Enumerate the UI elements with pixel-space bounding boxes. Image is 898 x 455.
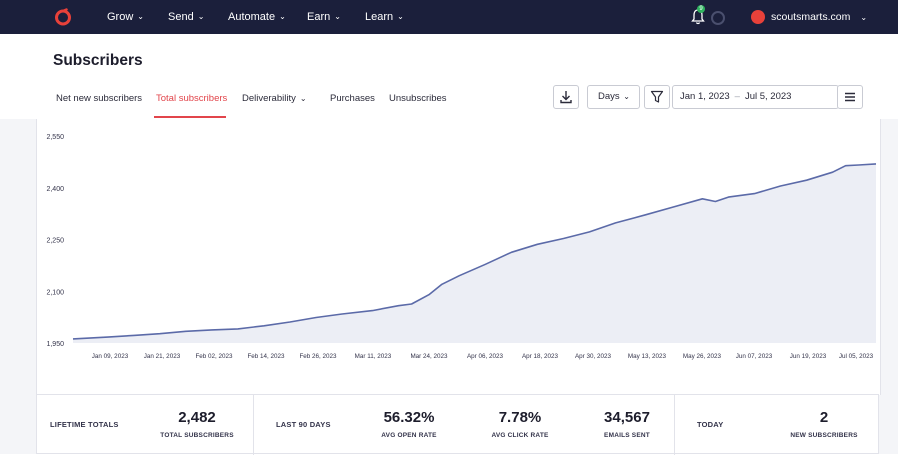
x-tick-label: Apr 30, 2023 [575, 353, 612, 360]
date-separator: – [734, 91, 740, 102]
nav-learn-label: Learn [365, 11, 394, 23]
total-subscribers-chart: 2,550 2,400 2,250 2,100 1,950 Jan 09, 2023 Jan… [46, 134, 877, 360]
download-button[interactable] [553, 85, 579, 109]
x-tick-label: Apr 06, 2023 [467, 353, 504, 360]
loading-ring-icon [711, 11, 725, 25]
avg-click-rate-value: 7.78% [498, 409, 542, 426]
x-tick-label: Feb 02, 2023 [195, 353, 233, 360]
chevron-down-icon: ⌄ [397, 12, 404, 21]
nav-automate-label: Automate [228, 11, 276, 23]
avg-open-rate-value: 56.32% [383, 409, 435, 426]
download-icon [560, 91, 572, 104]
date-start: Jan 1, 2023 [680, 91, 730, 102]
account-menu[interactable]: scoutsmarts.com ⌄ [771, 0, 867, 34]
avg-click-rate-label: AVG CLICK RATE [491, 432, 549, 439]
stats-bar: LIFETIME TOTALS 2,482 TOTAL SUBSCRIBERS … [36, 394, 879, 455]
x-tick-label: Apr 18, 2023 [522, 353, 559, 360]
date-range-picker[interactable]: Jan 1, 2023– Jul 5, 2023 [672, 85, 839, 109]
menu-button[interactable] [837, 85, 863, 109]
chevron-down-icon: ⌄ [860, 13, 868, 22]
account-name: scoutsmarts.com [771, 11, 851, 23]
x-tick-label: Feb 14, 2023 [247, 353, 285, 360]
filter-button[interactable] [644, 85, 670, 109]
last-90-days-label: LAST 90 DAYS [276, 420, 331, 429]
chevron-down-icon: ⌄ [279, 12, 286, 21]
y-tick-label: 2,400 [46, 186, 64, 193]
x-tick-label: May 26, 2023 [683, 353, 722, 360]
nav-grow[interactable]: Grow ⌄ [107, 0, 144, 34]
tab-net-new-subscribers[interactable]: Net new subscribers [56, 93, 143, 104]
x-tick-label: Jun 07, 2023 [736, 353, 773, 360]
avg-open-rate-label: AVG OPEN RATE [381, 432, 437, 439]
notification-badge: 9 [697, 5, 705, 13]
total-subscribers-label: TOTAL SUBSCRIBERS [160, 432, 234, 439]
y-tick-label: 2,550 [46, 134, 64, 141]
tab-total-subscribers[interactable]: Total subscribers [156, 93, 228, 104]
active-tab-indicator [154, 116, 226, 118]
stats-divider [674, 395, 675, 455]
series-line [72, 163, 877, 340]
nav-learn[interactable]: Learn ⌄ [365, 0, 404, 34]
nav-automate[interactable]: Automate ⌄ [228, 0, 286, 34]
chevron-down-icon: ⌄ [197, 12, 205, 21]
y-tick-label: 2,100 [46, 289, 64, 296]
nav-earn-label: Earn [307, 11, 331, 23]
new-subscribers-label: NEW SUBSCRIBERS [790, 432, 858, 439]
total-subscribers-value: 2,482 [178, 409, 216, 426]
chevron-down-icon: ⌄ [623, 92, 630, 101]
hamburger-icon [845, 92, 855, 102]
nav-earn[interactable]: Earn ⌄ [307, 0, 341, 34]
avatar[interactable] [751, 10, 765, 24]
nav-send-label: Send [168, 11, 194, 23]
x-tick-label: Jan 09, 2023 [92, 353, 129, 360]
x-tick-label: Mar 11, 2023 [355, 353, 392, 360]
today-label: TODAY [697, 420, 724, 429]
top-nav-bar: Grow ⌄ Send ⌄ Automate ⌄ Earn ⌄ Learn ⌄ 9 sco… [0, 0, 898, 34]
y-tick-label: 2,250 [46, 238, 64, 245]
series-area [73, 163, 876, 343]
chevron-down-icon: ⌄ [334, 12, 341, 21]
x-tick-label: May 13, 2023 [628, 353, 667, 360]
tab-unsubscribes[interactable]: Unsubscribes [389, 93, 447, 104]
tab-purchases[interactable]: Purchases [330, 93, 375, 104]
nav-send[interactable]: Send ⌄ [168, 0, 204, 34]
lifetime-totals-label: LIFETIME TOTALS [50, 420, 119, 429]
chevron-down-icon: ⌄ [137, 12, 144, 21]
emails-sent-value: 34,567 [604, 409, 650, 426]
app-logo-icon[interactable] [54, 8, 72, 26]
date-end: Jul 5, 2023 [744, 91, 792, 102]
emails-sent-label: EMAILS SENT [604, 432, 650, 439]
x-tick-label: Jul 05, 2023 [839, 353, 874, 360]
page-title: Subscribers [53, 52, 143, 69]
nav-grow-label: Grow [107, 11, 134, 23]
new-subscribers-value: 2 [819, 409, 829, 426]
x-tick-label: Mar 24, 2023 [410, 353, 448, 360]
tab-deliverability-label: Deliverability [242, 93, 296, 104]
tab-deliverability[interactable]: Deliverability ⌄ [242, 93, 307, 107]
interval-select[interactable]: Days ⌄ [587, 85, 640, 109]
interval-select-value: Days [598, 91, 620, 102]
x-tick-label: Feb 26, 2023 [299, 353, 337, 360]
stats-divider [253, 395, 254, 455]
y-tick-label: 1,950 [46, 341, 64, 348]
filter-icon [650, 90, 664, 103]
chevron-down-icon: ⌄ [299, 94, 307, 103]
x-tick-label: Jun 19, 2023 [790, 353, 827, 360]
x-tick-label: Jan 21, 2023 [144, 353, 181, 360]
